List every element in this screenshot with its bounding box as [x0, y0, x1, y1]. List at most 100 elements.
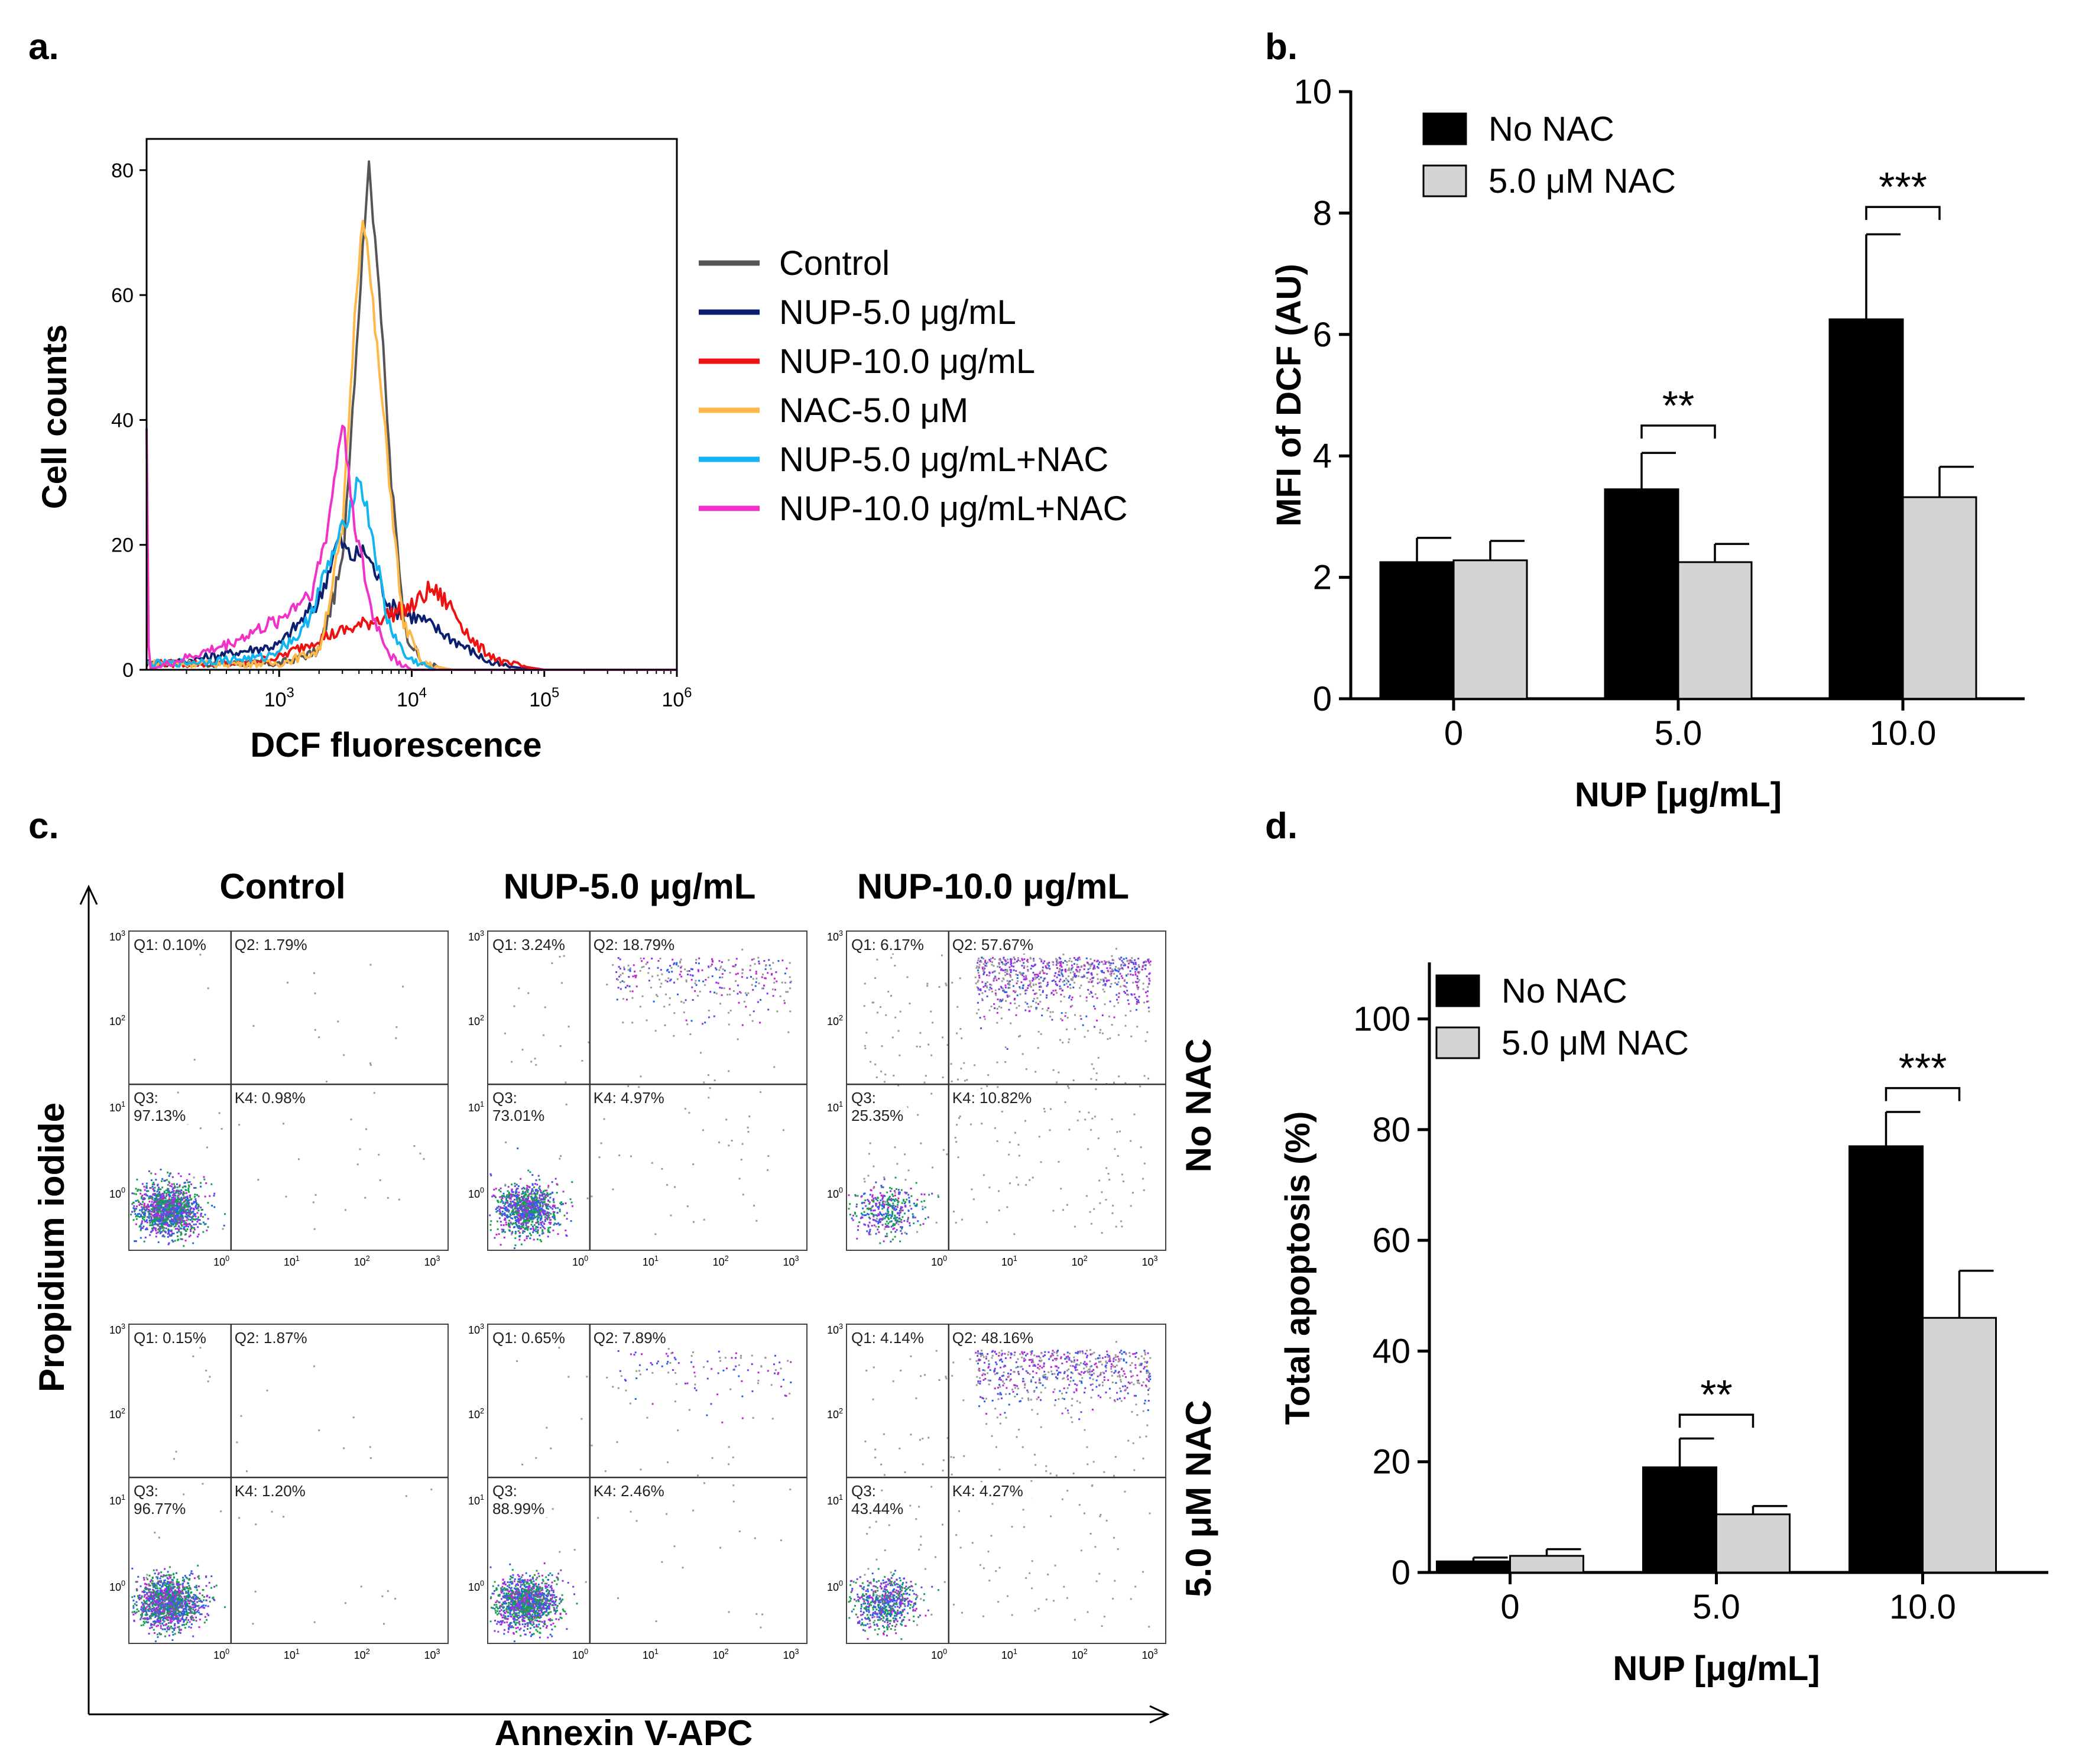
- event-dot: [510, 1202, 512, 1205]
- event-dot: [1025, 975, 1027, 978]
- event-dot: [697, 995, 699, 997]
- event-dot: [511, 1223, 513, 1225]
- event-dot: [907, 1194, 910, 1196]
- event-dot: [861, 1202, 863, 1204]
- event-dot: [523, 1209, 525, 1212]
- event-dot: [729, 971, 731, 974]
- event-dot: [982, 967, 985, 969]
- event-dot: [343, 1447, 345, 1450]
- event-dot: [772, 962, 774, 964]
- event-dot: [156, 1191, 158, 1193]
- y-axis-title: MFI of DCF (AU): [1270, 264, 1308, 527]
- event-dot: [728, 1023, 730, 1026]
- event-dot: [524, 1216, 526, 1218]
- legend-label-5: NUP-5.0 μg/mL+NAC: [779, 440, 1108, 479]
- event-dot: [1078, 1111, 1081, 1113]
- event-dot: [515, 1204, 517, 1207]
- q3-value: 97.13%: [134, 1107, 186, 1124]
- event-dot: [1062, 981, 1064, 983]
- event-dot: [180, 1629, 182, 1631]
- event-dot: [167, 1183, 169, 1186]
- event-dot: [207, 1380, 209, 1383]
- event-dot: [413, 1145, 416, 1147]
- event-dot: [598, 1156, 601, 1159]
- event-dot: [1010, 976, 1012, 978]
- event-dot: [171, 1639, 174, 1641]
- event-dot: [984, 990, 987, 993]
- event-dot: [502, 1213, 505, 1215]
- event-dot: [167, 1217, 170, 1219]
- event-dot: [518, 1222, 520, 1224]
- event-dot: [1021, 1053, 1024, 1055]
- event-dot: [184, 1215, 186, 1218]
- event-dot: [161, 1196, 163, 1198]
- event-dot: [150, 1195, 153, 1198]
- event-dot: [157, 1609, 159, 1610]
- event-dot: [1019, 986, 1021, 988]
- event-dot: [1074, 1225, 1076, 1228]
- event-dot: [920, 1201, 923, 1203]
- event-dot: [901, 1227, 903, 1230]
- event-dot: [1120, 956, 1123, 959]
- event-dot: [1065, 1011, 1067, 1014]
- event-dot: [207, 1226, 209, 1228]
- event-dot: [180, 1227, 183, 1230]
- event-dot: [1072, 986, 1075, 988]
- event-dot: [203, 1223, 206, 1225]
- event-dot: [172, 1633, 174, 1636]
- event-dot: [691, 986, 693, 988]
- event-dot: [895, 1222, 897, 1224]
- event-dot: [164, 1224, 166, 1225]
- event-dot: [1043, 1110, 1046, 1113]
- event-dot: [177, 1205, 179, 1208]
- event-dot: [982, 985, 985, 988]
- event-dot: [984, 1018, 986, 1020]
- event-dot: [996, 1007, 998, 1010]
- event-dot: [694, 982, 696, 984]
- event-dot: [1085, 1000, 1088, 1002]
- event-dot: [877, 1208, 880, 1210]
- event-dot: [132, 1207, 135, 1209]
- event-dot: [149, 1588, 151, 1591]
- event-dot: [511, 1231, 514, 1233]
- event-dot: [1015, 1014, 1017, 1016]
- event-dot: [891, 1194, 894, 1195]
- event-dot: [176, 1209, 178, 1211]
- event-dot: [1029, 982, 1032, 984]
- event-dot: [984, 984, 987, 987]
- event-dot: [526, 1225, 528, 1228]
- event-dot: [154, 1227, 156, 1229]
- event-dot: [969, 1123, 972, 1126]
- event-dot: [167, 1171, 169, 1173]
- event-dot: [531, 1215, 533, 1217]
- event-dot: [170, 1185, 173, 1188]
- event-dot: [550, 1221, 552, 1224]
- event-dot: [167, 1607, 170, 1609]
- event-dot: [961, 1037, 963, 1039]
- event-dot: [193, 1610, 196, 1611]
- event-dot: [616, 978, 618, 980]
- event-dot: [139, 1209, 141, 1211]
- event-dot: [134, 1213, 137, 1215]
- event-dot: [157, 1241, 160, 1243]
- x-tick-label: 100: [213, 1254, 229, 1268]
- event-dot: [1136, 1001, 1138, 1003]
- event-dot: [669, 997, 671, 1000]
- event-dot: [183, 1224, 185, 1225]
- event-dot: [721, 994, 723, 996]
- event-dot: [871, 1205, 874, 1207]
- event-dot: [864, 982, 866, 985]
- event-dot: [497, 1201, 500, 1203]
- event-dot: [1134, 966, 1136, 968]
- event-dot: [1035, 992, 1037, 994]
- event-dot: [890, 1217, 892, 1219]
- event-dot: [532, 1190, 534, 1192]
- event-dot: [541, 1233, 543, 1235]
- event-dot: [1049, 1016, 1052, 1018]
- event-dot: [513, 1204, 515, 1206]
- event-dot: [863, 1211, 865, 1213]
- event-dot: [874, 1063, 877, 1066]
- event-dot: [625, 987, 627, 988]
- event-dot: [543, 1223, 546, 1225]
- event-dot: [767, 1155, 770, 1157]
